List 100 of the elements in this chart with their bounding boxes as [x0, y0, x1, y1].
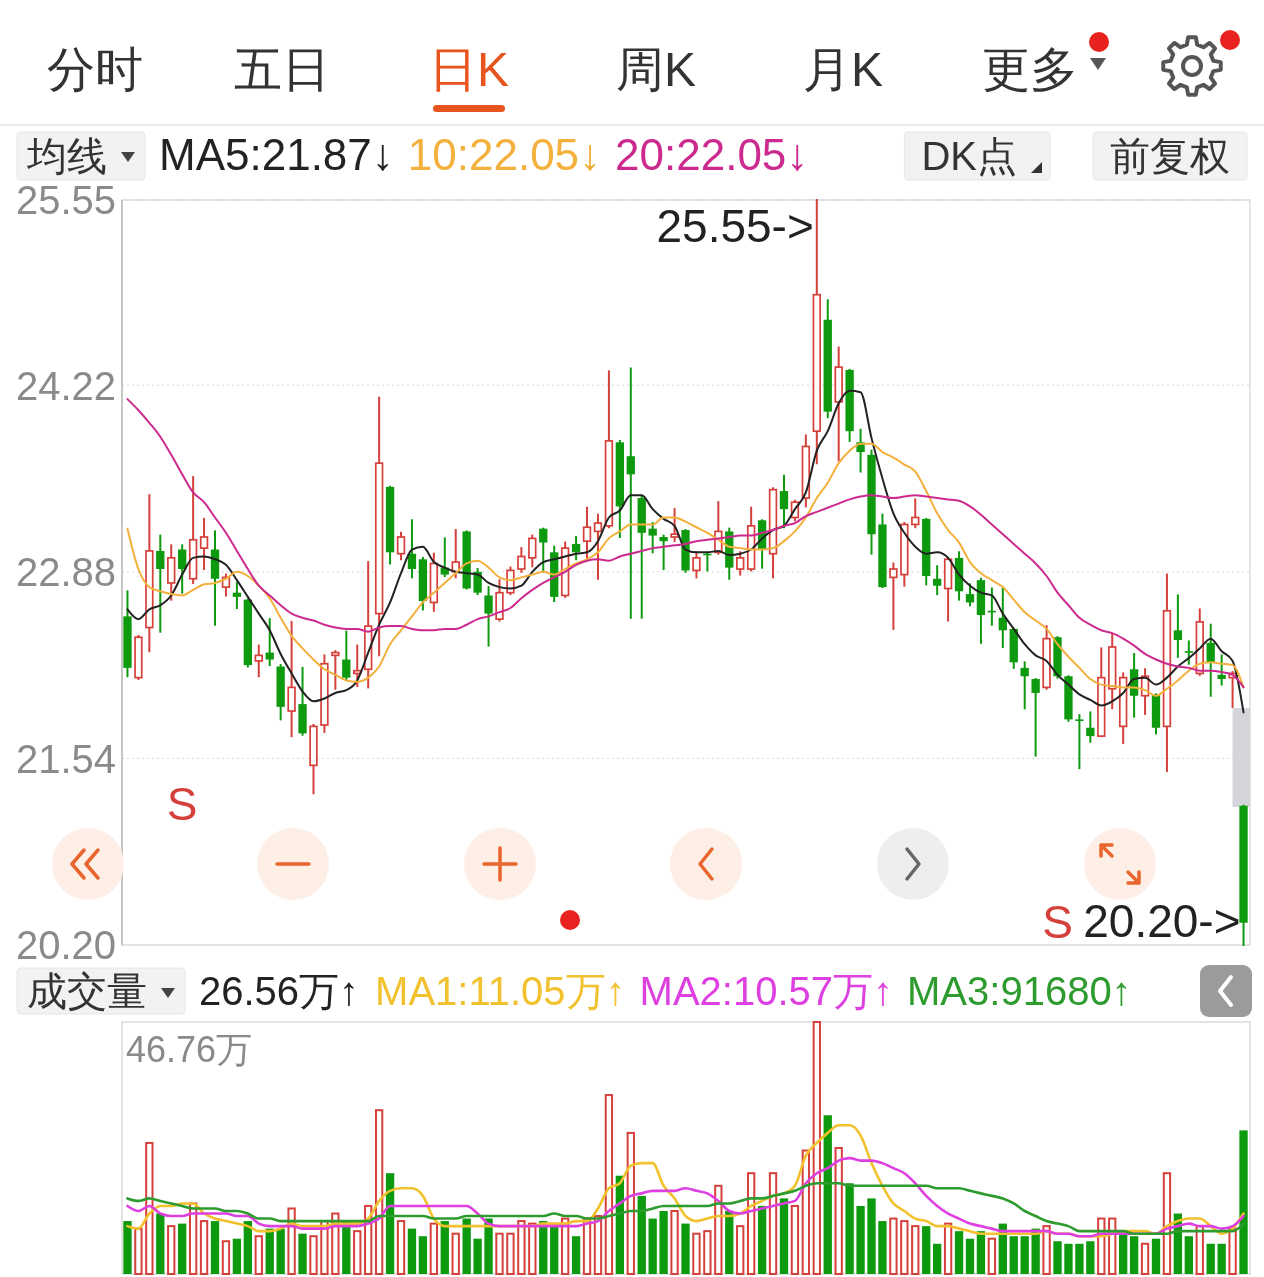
- candlestick: [232, 581, 242, 610]
- bar: [1195, 1225, 1204, 1275]
- bar: [123, 1221, 132, 1274]
- y-tick-label: 22.88: [15, 550, 116, 595]
- text: MA5:21.87↓: [159, 130, 394, 179]
- bar: [1042, 1225, 1051, 1275]
- bar: [178, 1223, 187, 1274]
- annotation: S: [1042, 896, 1073, 948]
- bar: [1009, 1236, 1018, 1274]
- bar: [954, 1231, 964, 1274]
- candlestick: [156, 534, 165, 633]
- bar: [353, 1230, 362, 1275]
- text: MA1:11.05万↑: [375, 969, 626, 1013]
- bar: [440, 1221, 449, 1274]
- bar: [1086, 1241, 1095, 1274]
- bar: [933, 1243, 942, 1274]
- bar: [900, 1220, 909, 1275]
- bar: [1129, 1236, 1139, 1274]
- candlestick: [933, 565, 942, 596]
- candlestick: [593, 513, 603, 580]
- candlestick: [965, 583, 975, 607]
- text: 成交量: [27, 969, 147, 1013]
- bar: [243, 1221, 252, 1274]
- bar: [1228, 1227, 1237, 1275]
- bar: [210, 1221, 220, 1274]
- candlestick: [178, 544, 187, 594]
- candlestick: [331, 650, 340, 690]
- bar: [232, 1238, 242, 1274]
- annotation: 46.76万: [126, 1028, 253, 1070]
- bar: [703, 1230, 712, 1275]
- bar: [736, 1225, 745, 1275]
- bar: [943, 1222, 953, 1275]
- bar: [1053, 1241, 1062, 1274]
- bar: [1119, 1233, 1128, 1274]
- annotation: S: [166, 778, 198, 830]
- candlestick: [626, 367, 635, 619]
- candlestick: [648, 522, 657, 554]
- candlestick: [287, 620, 296, 738]
- bar: [134, 1227, 143, 1275]
- candlestick: [473, 568, 482, 596]
- text: 10:22.05↓: [407, 130, 602, 179]
- bar: [1020, 1236, 1029, 1274]
- bar: [637, 1195, 646, 1274]
- candlestick: [692, 551, 701, 579]
- bar: [199, 1220, 209, 1275]
- text: 均线: [26, 134, 107, 178]
- bar: [407, 1228, 417, 1274]
- bar: [484, 1218, 493, 1274]
- bar: [725, 1211, 734, 1274]
- candlestick: [1217, 654, 1226, 686]
- candlestick: [1075, 714, 1084, 770]
- bar: [156, 1213, 165, 1274]
- candlestick: [1184, 640, 1193, 665]
- bar: [768, 1172, 778, 1275]
- candlestick: [659, 534, 668, 571]
- bar: [265, 1228, 274, 1274]
- bar: [145, 1141, 154, 1275]
- category-label: 日K: [428, 43, 510, 96]
- candlestick: [1086, 711, 1095, 743]
- bar: [254, 1235, 263, 1275]
- candlestick: [528, 534, 537, 568]
- bar: [374, 1109, 384, 1275]
- bar: [1184, 1236, 1193, 1274]
- bar: [1151, 1238, 1161, 1274]
- bar: [298, 1233, 307, 1274]
- candlestick: [1031, 678, 1040, 757]
- bar: [276, 1228, 285, 1274]
- bar: [823, 1115, 832, 1274]
- bar: [670, 1210, 679, 1275]
- bar: [856, 1205, 865, 1274]
- candlestick: [484, 586, 493, 647]
- bar: [834, 1147, 843, 1275]
- text: MA2:10.57万↑: [639, 969, 894, 1013]
- y-tick-label: 21.54: [15, 736, 116, 781]
- text: 20:22.05↓: [615, 130, 809, 179]
- bar: [1064, 1243, 1073, 1274]
- bar: [692, 1232, 701, 1275]
- text: DK点: [921, 134, 1018, 178]
- bar: [462, 1218, 471, 1274]
- y-tick-label: 20.20: [15, 923, 116, 968]
- bar: [1075, 1243, 1084, 1274]
- bar: [517, 1220, 526, 1275]
- bar: [659, 1211, 668, 1274]
- bar: [451, 1232, 460, 1275]
- text: 26.56万↑: [199, 969, 360, 1013]
- bar: [790, 1204, 800, 1275]
- y-tick-label: 24.22: [15, 363, 116, 408]
- bar: [528, 1222, 537, 1275]
- bar: [506, 1232, 515, 1275]
- bar: [1239, 1130, 1248, 1274]
- bar: [681, 1223, 690, 1274]
- candlestick: [1020, 661, 1029, 710]
- bar: [911, 1225, 920, 1275]
- bar: [626, 1131, 635, 1275]
- bar: [396, 1220, 406, 1275]
- candlestick: [517, 547, 526, 573]
- annotation: 25.55->: [656, 200, 814, 252]
- candlestick: [1173, 594, 1183, 658]
- bar: [1217, 1243, 1226, 1274]
- bar: [987, 1237, 997, 1275]
